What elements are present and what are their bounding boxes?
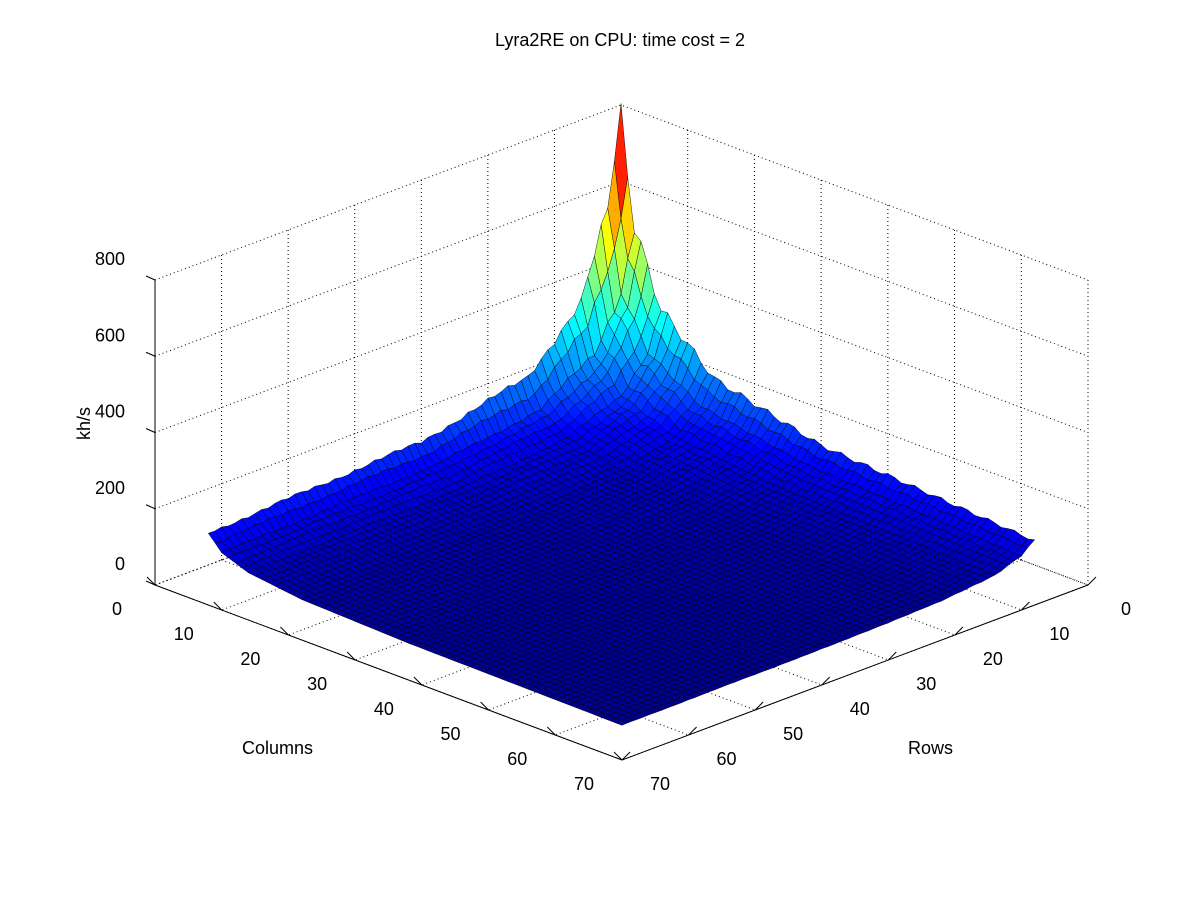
z-tick bbox=[145, 428, 156, 433]
z-tick bbox=[145, 275, 156, 281]
y-tick-label: 40 bbox=[850, 699, 870, 719]
y-tick-label: 30 bbox=[916, 674, 936, 694]
x-tick-label: 10 bbox=[174, 624, 194, 644]
y-tick-label: 20 bbox=[983, 649, 1003, 669]
z-tick-label: 400 bbox=[95, 402, 125, 422]
surface bbox=[207, 103, 1036, 726]
x-tick-label: 0 bbox=[112, 599, 122, 619]
y-tick-label: 70 bbox=[650, 774, 670, 794]
x-tick-label: 60 bbox=[507, 749, 527, 769]
y-tick-label: 10 bbox=[1049, 624, 1069, 644]
y-tick-label: 0 bbox=[1121, 599, 1131, 619]
x-tick-label: 50 bbox=[441, 724, 461, 744]
x-tick-label: 40 bbox=[374, 699, 394, 719]
z-tick bbox=[145, 504, 156, 510]
z-tick-label: 800 bbox=[95, 249, 125, 269]
z-axis-label: kh/s bbox=[74, 406, 94, 440]
z-tick-label: 0 bbox=[115, 554, 125, 574]
z-tick bbox=[145, 351, 156, 357]
y-tick bbox=[1087, 576, 1097, 586]
x-axis-label: Columns bbox=[242, 738, 314, 758]
x-tick bbox=[146, 576, 156, 586]
z-tick-label: 200 bbox=[95, 478, 125, 498]
chart-title: Lyra2RE on CPU: time cost = 2 bbox=[495, 30, 745, 50]
y-tick-label: 60 bbox=[717, 749, 737, 769]
y-tick-label: 50 bbox=[783, 724, 803, 744]
x-tick-label: 20 bbox=[240, 649, 260, 669]
x-tick-label: 30 bbox=[307, 674, 327, 694]
y-axis-label: Rows bbox=[908, 738, 954, 758]
z-tick-label: 600 bbox=[95, 325, 125, 345]
x-tick-label: 70 bbox=[574, 774, 594, 794]
